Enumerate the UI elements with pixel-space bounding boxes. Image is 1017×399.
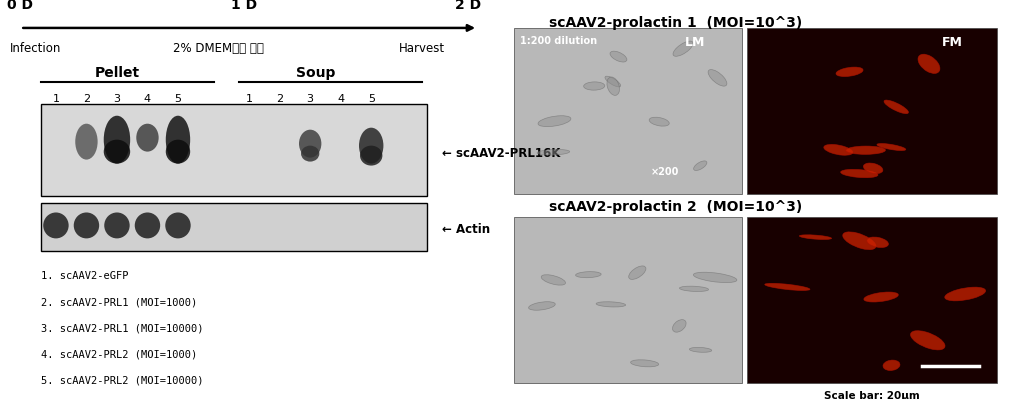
Text: 0 D: 0 D bbox=[7, 0, 34, 12]
Ellipse shape bbox=[104, 140, 130, 164]
Bar bbox=[514, 217, 742, 383]
Ellipse shape bbox=[166, 116, 190, 164]
Ellipse shape bbox=[918, 54, 940, 73]
Text: 2% DMEM으로 교체: 2% DMEM으로 교체 bbox=[173, 42, 264, 55]
Text: 5: 5 bbox=[175, 94, 181, 104]
Text: 2: 2 bbox=[276, 94, 284, 104]
Ellipse shape bbox=[299, 130, 321, 158]
Ellipse shape bbox=[584, 82, 605, 90]
Ellipse shape bbox=[649, 117, 669, 126]
Ellipse shape bbox=[694, 161, 707, 170]
Text: Soup: Soup bbox=[296, 66, 335, 80]
Bar bbox=[747, 217, 997, 383]
Text: ← Actin: ← Actin bbox=[442, 223, 490, 236]
Ellipse shape bbox=[679, 286, 709, 292]
Ellipse shape bbox=[360, 146, 382, 166]
Ellipse shape bbox=[529, 302, 555, 310]
Ellipse shape bbox=[629, 266, 646, 279]
Ellipse shape bbox=[166, 140, 190, 164]
Ellipse shape bbox=[843, 232, 876, 250]
Ellipse shape bbox=[538, 116, 571, 126]
Ellipse shape bbox=[605, 76, 620, 87]
Ellipse shape bbox=[607, 77, 619, 95]
Ellipse shape bbox=[824, 144, 852, 155]
Text: 1: 1 bbox=[53, 94, 59, 104]
Text: Scale bar: 20μm: Scale bar: 20μm bbox=[824, 391, 920, 399]
Ellipse shape bbox=[708, 69, 727, 86]
Ellipse shape bbox=[765, 283, 810, 290]
Ellipse shape bbox=[841, 169, 878, 178]
Ellipse shape bbox=[104, 212, 130, 239]
Ellipse shape bbox=[165, 212, 191, 239]
Text: 3: 3 bbox=[307, 94, 313, 104]
Ellipse shape bbox=[945, 287, 985, 301]
Ellipse shape bbox=[596, 302, 625, 307]
Text: 4. scAAV2-PRL2 (MOI=1000): 4. scAAV2-PRL2 (MOI=1000) bbox=[41, 349, 197, 359]
Text: 1 D: 1 D bbox=[231, 0, 257, 12]
Ellipse shape bbox=[694, 272, 737, 282]
Text: 1:200 dilution: 1:200 dilution bbox=[521, 36, 598, 46]
Ellipse shape bbox=[359, 128, 383, 164]
Text: scAAV2-prolactin 1  (MOI=10^3): scAAV2-prolactin 1 (MOI=10^3) bbox=[549, 16, 802, 30]
Ellipse shape bbox=[836, 67, 863, 77]
Text: 1: 1 bbox=[246, 94, 252, 104]
Ellipse shape bbox=[537, 150, 570, 155]
Ellipse shape bbox=[74, 212, 100, 239]
Text: ← scAAV2-PRL16K: ← scAAV2-PRL16K bbox=[442, 147, 560, 160]
Ellipse shape bbox=[301, 146, 319, 162]
Bar bbox=[514, 28, 742, 194]
Text: Pellet: Pellet bbox=[95, 66, 139, 80]
Ellipse shape bbox=[673, 41, 694, 56]
Ellipse shape bbox=[631, 360, 659, 367]
Ellipse shape bbox=[576, 272, 601, 278]
Text: 5. scAAV2-PRL2 (MOI=10000): 5. scAAV2-PRL2 (MOI=10000) bbox=[41, 375, 203, 385]
Ellipse shape bbox=[134, 212, 161, 239]
Text: FM: FM bbox=[942, 36, 963, 49]
Ellipse shape bbox=[910, 331, 945, 350]
Bar bbox=[41, 203, 427, 251]
Text: 3: 3 bbox=[114, 94, 120, 104]
Ellipse shape bbox=[75, 124, 98, 160]
Ellipse shape bbox=[690, 348, 712, 352]
Text: 5: 5 bbox=[368, 94, 374, 104]
Text: ×200: ×200 bbox=[651, 167, 679, 177]
Ellipse shape bbox=[799, 235, 832, 239]
Text: LM: LM bbox=[685, 36, 706, 49]
Ellipse shape bbox=[136, 124, 159, 152]
Ellipse shape bbox=[863, 292, 898, 302]
Bar bbox=[747, 28, 997, 194]
Text: 2: 2 bbox=[82, 94, 91, 104]
Ellipse shape bbox=[863, 163, 883, 174]
Ellipse shape bbox=[43, 212, 69, 239]
Text: 4: 4 bbox=[143, 94, 152, 104]
Ellipse shape bbox=[610, 51, 626, 62]
Ellipse shape bbox=[846, 146, 886, 154]
Text: 2 D: 2 D bbox=[455, 0, 481, 12]
Text: 3. scAAV2-PRL1 (MOI=10000): 3. scAAV2-PRL1 (MOI=10000) bbox=[41, 323, 203, 333]
Text: Harvest: Harvest bbox=[399, 42, 445, 55]
Ellipse shape bbox=[541, 275, 565, 285]
Ellipse shape bbox=[104, 116, 130, 164]
Text: 1. scAAV2-eGFP: 1. scAAV2-eGFP bbox=[41, 271, 128, 281]
Text: Infection: Infection bbox=[10, 42, 61, 55]
Bar bbox=[41, 104, 427, 196]
Ellipse shape bbox=[672, 320, 686, 332]
Ellipse shape bbox=[883, 360, 900, 371]
Text: scAAV2-prolactin 2  (MOI=10^3): scAAV2-prolactin 2 (MOI=10^3) bbox=[549, 200, 802, 213]
Ellipse shape bbox=[877, 144, 906, 150]
Text: 2. scAAV2-PRL1 (MOI=1000): 2. scAAV2-PRL1 (MOI=1000) bbox=[41, 297, 197, 307]
Ellipse shape bbox=[866, 237, 889, 247]
Text: 4: 4 bbox=[337, 94, 345, 104]
Ellipse shape bbox=[884, 100, 908, 114]
